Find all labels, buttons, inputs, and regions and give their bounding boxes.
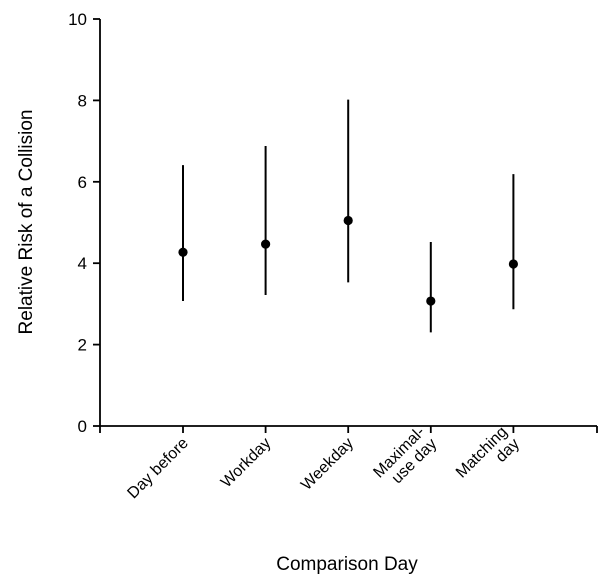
y-axis-title: Relative Risk of a Collision: [16, 110, 37, 335]
x-axis: Day before Workday Weekday Maximal-use day M…: [99, 423, 598, 502]
data-point: [508, 259, 518, 269]
data-point: [343, 215, 353, 226]
y-tick-label: 6: [78, 173, 87, 192]
x-axis-title: Comparison Day: [276, 554, 418, 575]
y-tick-label: 8: [78, 91, 87, 110]
x-category-label: Maximal-use day: [370, 423, 440, 493]
y-tick-label: 10: [68, 10, 87, 29]
x-category-label-line: Workday: [218, 435, 274, 491]
x-category-label-line: Weekday: [298, 435, 357, 494]
x-category-label-line: Day before: [124, 435, 191, 502]
y-tick-label: 0: [78, 417, 87, 436]
data-point: [426, 296, 436, 306]
y-tick-label: 4: [78, 254, 87, 273]
y-tick-label: 2: [78, 336, 87, 355]
data-point: [261, 239, 271, 249]
x-category-label: Day before: [124, 435, 191, 502]
y-axis: 0 2 4 6 8 10: [68, 10, 101, 436]
data-point: [178, 247, 188, 257]
x-category-label: Weekday: [298, 435, 357, 494]
x-category-label: Matchingday: [453, 423, 523, 493]
data-marks: [178, 99, 518, 333]
x-category-label: Workday: [218, 435, 274, 491]
